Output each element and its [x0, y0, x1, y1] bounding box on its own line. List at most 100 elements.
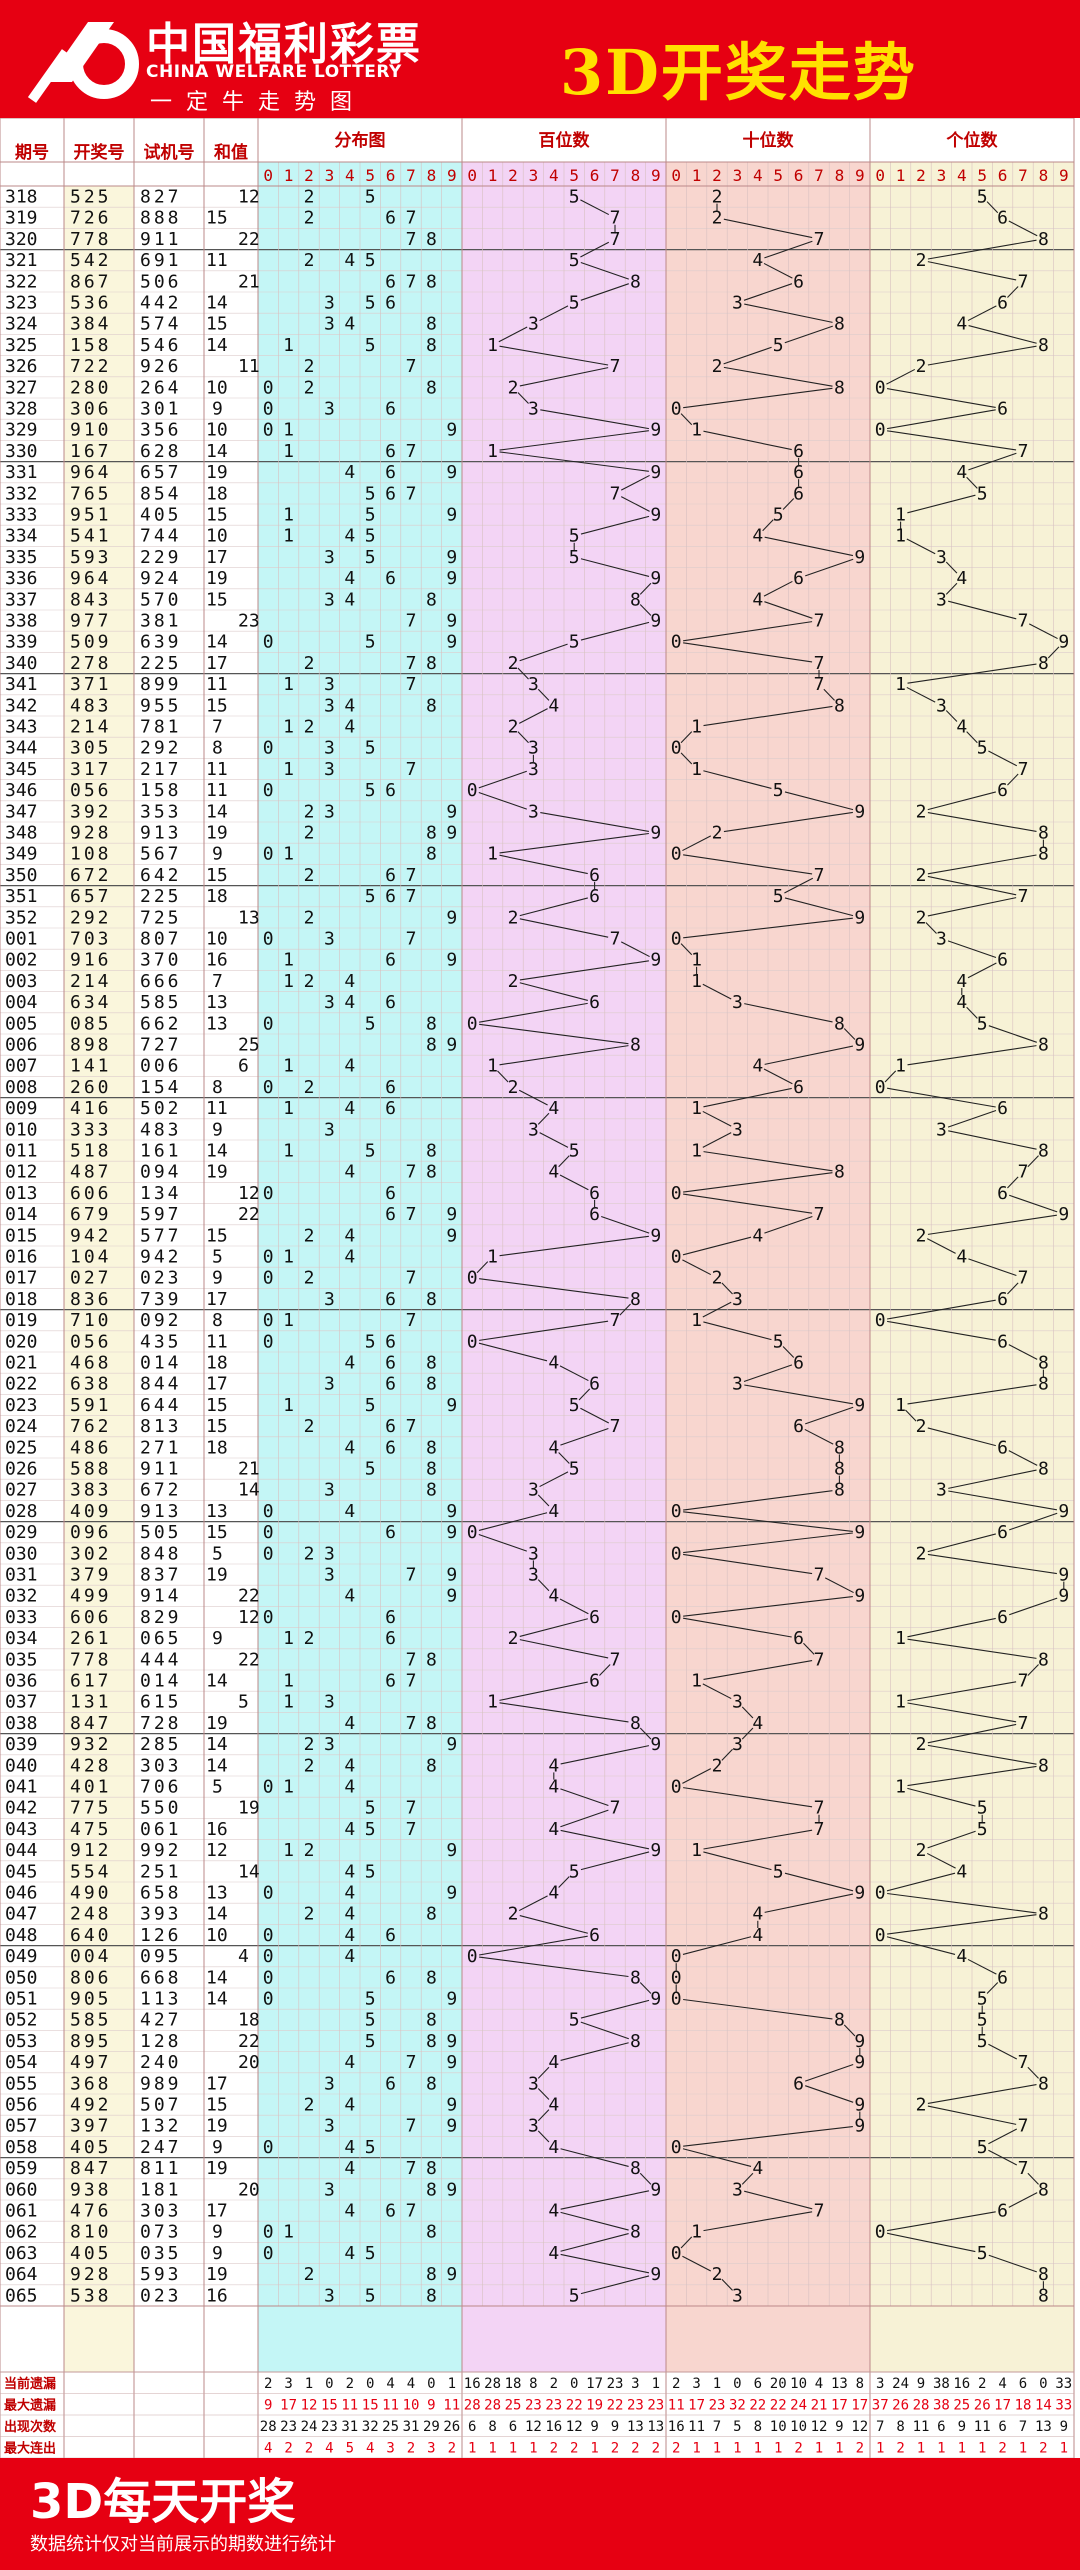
uni-trend-line	[948, 1130, 1037, 1150]
draw-cell: 096	[70, 1522, 112, 1543]
issue-cell: 051	[5, 1989, 38, 2010]
uni-trend-line	[907, 1638, 1037, 1659]
dist-mark: 1	[283, 2222, 294, 2243]
uni-trend-line	[1007, 286, 1019, 298]
issue-cell: 024	[5, 1416, 38, 1437]
stat-value: 33	[1055, 2398, 1072, 2414]
issue-cell: 318	[5, 187, 38, 208]
issue-cell: 340	[5, 653, 38, 674]
dist-mark: 2	[304, 1543, 315, 1564]
dist-mark: 6	[385, 886, 396, 907]
issue-cell: 350	[5, 865, 38, 886]
dist-mark: 4	[344, 1713, 355, 1734]
sum-cell: 8	[212, 1077, 223, 1098]
draw-cell: 518	[70, 1141, 112, 1162]
issue-cell: 026	[5, 1459, 38, 1480]
hun-mark: 2	[508, 717, 519, 738]
dist-mark: 9	[446, 1225, 457, 1246]
dist-mark: 6	[385, 1925, 396, 1946]
issue-cell: 054	[5, 2052, 38, 2073]
ten-trend-line	[784, 1872, 854, 1892]
ten-mark: 1	[691, 1098, 702, 1119]
hun-trend-line	[601, 1215, 650, 1234]
ten-trend-line	[683, 1617, 792, 1638]
hun-mark: 5	[569, 1395, 580, 1416]
sum-cell: 14	[206, 801, 228, 822]
dist-mark: 6	[385, 780, 396, 801]
uni-mark: 8	[1038, 1374, 1049, 1395]
issue-cell: 002	[5, 950, 38, 971]
sum-cell: 10	[206, 1925, 228, 1946]
stat-value: 23	[709, 2398, 726, 2414]
uni-mark: 9	[1058, 632, 1069, 653]
issue-cell: 327	[5, 377, 38, 398]
issue-cell: 325	[5, 335, 38, 356]
sum-cell: 14	[206, 1904, 228, 1925]
hun-trend-line	[580, 2021, 629, 2040]
ten-trend-line	[680, 943, 693, 956]
hun-trend-line	[517, 731, 529, 744]
issue-cell: 014	[5, 1204, 38, 1225]
ten-trend-line	[721, 2278, 733, 2291]
sum-cell: 6	[238, 1056, 249, 1077]
uni-mark: 3	[936, 1480, 947, 1501]
sum-cell: 15	[206, 1395, 228, 1416]
header-hun-digit: 3	[529, 166, 539, 185]
ten-mark: 4	[752, 589, 763, 610]
hun-trend-line	[519, 1639, 609, 1659]
uni-mark: 8	[1038, 2285, 1049, 2306]
draw-cell: 942	[70, 1225, 112, 1246]
ten-trend-line	[762, 519, 774, 532]
draw-cell: 260	[70, 1077, 112, 1098]
test-cell: 061	[140, 1819, 182, 1840]
hun-mark: 4	[548, 1437, 559, 1458]
dist-mark: 8	[426, 335, 437, 356]
ten-trend-line	[723, 811, 853, 833]
uni-mark: 8	[1038, 1649, 1049, 1670]
uni-trend-line	[886, 1936, 956, 1955]
issue-cell: 058	[5, 2137, 38, 2158]
test-cell: 911	[140, 229, 182, 250]
uni-trend-line	[967, 1958, 997, 1975]
dist-mark: 6	[385, 1204, 396, 1225]
sum-cell: 19	[238, 1798, 260, 1819]
hun-trend-line	[537, 2066, 550, 2079]
stat-value: 22	[607, 2398, 624, 2414]
ten-trend-line	[723, 218, 813, 239]
hun-trend-line	[559, 1598, 589, 1615]
draw-cell: 765	[70, 483, 112, 504]
test-cell: 507	[140, 2095, 182, 2116]
hun-mark: 1	[487, 441, 498, 462]
hun-mark: 0	[467, 1522, 478, 1543]
sum-cell: 13	[206, 1501, 228, 1522]
uni-mark: 7	[1018, 2116, 1029, 2137]
hun-trend-line	[639, 604, 652, 616]
dist-mark: 0	[263, 2222, 274, 2243]
dist-mark: 1	[283, 1840, 294, 1861]
stat-value: 1	[733, 2441, 741, 2457]
draw-cell: 843	[70, 589, 112, 610]
sum-cell: 11	[206, 780, 228, 801]
dist-mark: 0	[263, 780, 274, 801]
dist-mark: 7	[406, 2201, 417, 2222]
draw-cell: 141	[70, 1056, 112, 1077]
dist-mark: 7	[406, 271, 417, 292]
sum-cell: 15	[206, 1225, 228, 1246]
draw-cell: 606	[70, 1607, 112, 1628]
sum-cell: 11	[206, 250, 228, 271]
draw-cell: 085	[70, 1013, 112, 1034]
header-ten: 十位数	[743, 130, 795, 151]
hun-trend-line	[479, 1956, 629, 1978]
uni-mark: 7	[1018, 1268, 1029, 1289]
hun-mark: 3	[528, 1480, 539, 1501]
issue-cell: 042	[5, 1798, 38, 1819]
dist-mark: 2	[304, 801, 315, 822]
dist-mark: 6	[385, 568, 396, 589]
stat-value: 2	[448, 2441, 456, 2457]
sum-cell: 11	[206, 1331, 228, 1352]
stat-value: 6	[998, 2419, 1006, 2435]
uni-mark: 5	[977, 187, 988, 208]
dist-mark: 5	[365, 547, 376, 568]
dist-mark: 2	[304, 1077, 315, 1098]
dist-mark: 0	[263, 1946, 274, 1967]
